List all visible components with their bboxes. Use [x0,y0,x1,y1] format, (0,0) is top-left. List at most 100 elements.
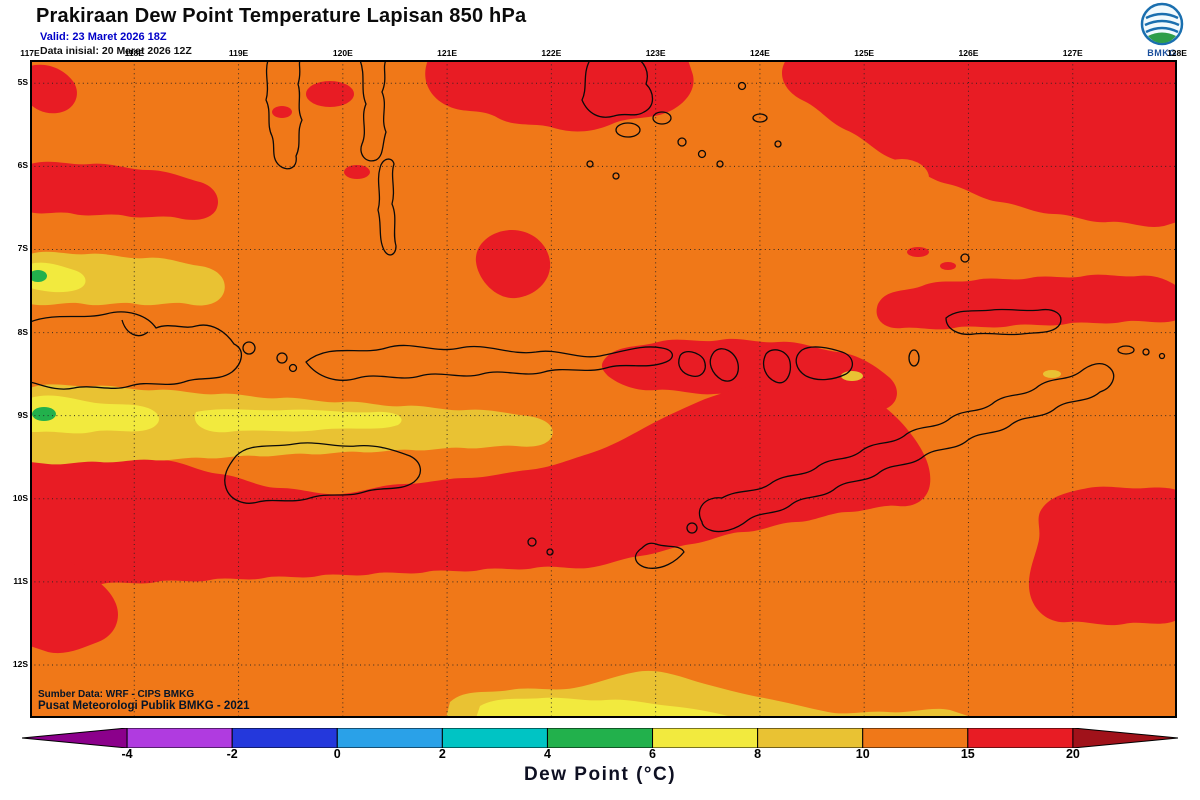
lon-label: 126E [958,48,979,58]
field-region-yellow [476,697,730,718]
legend-segment [862,728,969,748]
field-region-red [272,106,292,118]
coastline-islet [752,113,768,123]
coastline-sulawesi-se [581,60,654,118]
lon-label: 123E [645,48,666,58]
field-region-red [907,247,929,257]
legend-tick-label: 20 [1065,747,1080,761]
field-region-red [940,262,956,270]
legend-segment [546,728,654,748]
lon-label: 124E [749,48,770,58]
legend-segment [441,728,548,748]
legend-segment [126,728,233,748]
coastline-sawu [527,537,537,547]
coastline-leti [1158,352,1166,360]
legend-tick-label: 4 [543,747,551,761]
coastline-leti [1142,348,1150,356]
field-region-gold [1043,370,1061,378]
lon-label: 122E [541,48,562,58]
coastline-wetar [945,308,1062,336]
lat-label: 7S [17,243,28,254]
legend-segment [1072,728,1178,748]
legend-tick-label: -4 [121,747,133,761]
field-region-red [425,60,694,132]
legend-tick-label: -2 [226,747,238,761]
legend-segment [757,728,864,748]
lat-label: 6S [17,160,28,171]
legend-tick-label: 10 [855,747,870,761]
legend-tick-label: 6 [649,747,657,761]
field-region-green [30,270,47,282]
lon-label: 128E [1167,48,1187,58]
field-hole-orange [875,159,929,197]
field-region-red [30,161,219,220]
page-title: Prakiraan Dew Point Temperature Lapisan … [36,5,527,27]
data-source-line: Sumber Data: WRF - CIPS BMKG [38,689,195,700]
field-region-green [32,407,56,421]
lon-label: 125E [854,48,875,58]
lat-label: 10S [12,492,28,503]
legend-segment [336,728,443,748]
field-region-gold [30,251,225,306]
coastline-gulf-bone [359,60,387,162]
field-region-red [781,60,1177,227]
field-region-gold [841,371,863,381]
lat-label: 12S [12,658,28,669]
coastline-leti [1117,345,1135,355]
coastline-solor [678,350,706,377]
field-region-red [30,552,118,654]
coastline-selayar [377,158,397,256]
field-region-yellow [30,395,160,434]
coastline-lembata [709,348,739,382]
legend-tick-label: 8 [754,747,762,761]
coastline-islet [737,81,747,91]
coastline-layer [30,60,1166,569]
legend-tick-label: 2 [438,747,446,761]
coastline-islet [677,137,687,147]
coastline-semau [686,522,698,534]
field-region-yellow [194,409,402,433]
bmkg-logo-icon [1140,2,1184,46]
bmkg-logo-label: BMKG [1147,48,1177,58]
legend-segment [652,728,759,748]
coastline-sawu [546,548,554,556]
legend-segment [967,728,1074,748]
coastline-rote [634,542,685,569]
legend-tick-label: 15 [960,747,975,761]
field-region-red [876,274,1177,330]
map-credits: Sumber Data: WRF - CIPS BMKG Pusat Meteo… [38,689,250,712]
bmkg-logo: BMKG [1136,2,1188,58]
coastline-flores [305,344,673,381]
coastline-atauro [908,349,920,367]
coastline-islet [586,160,594,168]
field-region-yellow [30,262,86,293]
coastline-islet [716,160,724,168]
colorbar-title: Dew Point (°C) [523,764,677,785]
legend-tick-label: 0 [333,747,341,761]
coastline-alor [795,346,853,381]
field-region-red [1028,486,1177,626]
coastline-muna [615,122,641,138]
field-region-red [344,165,370,179]
lat-label: 8S [17,326,28,337]
coastline-buton [652,111,672,125]
coastline-sumbawa [30,311,242,390]
lat-label: 11S [13,575,28,586]
field-region-red [475,230,551,299]
coastline-saleh-bay [121,319,149,337]
init-time-label: Data inisial: 20 Maret 2026 12Z [40,45,192,57]
valid-time-label: Valid: 23 Maret 2026 18Z [40,31,167,43]
coastline-rinca [288,363,298,373]
field-region-red [30,379,931,588]
lon-label: 118E [124,48,144,58]
field-region-red [306,81,354,107]
lon-label: 127E [1062,48,1083,58]
coastline-islet [612,172,620,180]
coastline-sulawesi-sw [265,60,303,170]
lon-label: 121E [437,48,458,58]
coastline-timor [698,362,1115,533]
map-frame [30,60,1177,718]
lon-label: 119E [228,48,249,58]
credit-org-line: Pusat Meteorologi Publik BMKG - 2021 [38,700,250,712]
